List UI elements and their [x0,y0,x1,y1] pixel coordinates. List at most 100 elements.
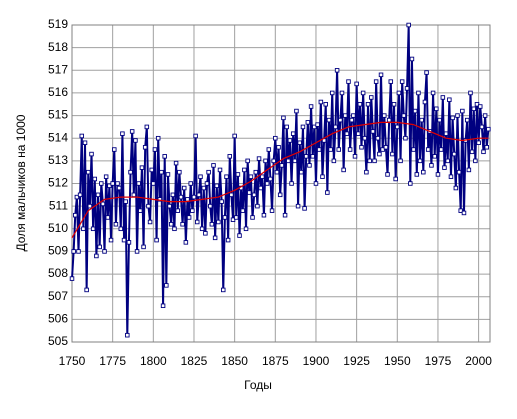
marker [391,101,397,107]
marker [370,129,376,134]
x-tick-label: 1825 [181,354,208,368]
marker [362,135,368,141]
marker [344,131,350,136]
marker [84,287,89,293]
marker [302,206,307,211]
marker [121,237,127,243]
marker [479,124,485,130]
marker [424,70,429,75]
marker [398,158,403,164]
marker [421,169,426,175]
marker [334,68,340,73]
marker [404,86,410,91]
marker [297,140,302,145]
marker [155,135,161,141]
marker [338,117,343,123]
x-tick-label: 2000 [465,354,492,368]
marker [289,181,294,186]
x-tick-label: 1975 [425,354,452,368]
marker [261,212,267,218]
marker [110,181,115,186]
marker [395,124,400,130]
marker [162,154,167,159]
marker [458,208,463,213]
marker [409,56,415,62]
marker [406,22,411,28]
marker [154,237,159,243]
marker [125,332,130,338]
marker [419,117,424,123]
marker [250,215,255,220]
marker [422,99,428,105]
marker [79,133,85,139]
x-axis-label: Годы [244,378,272,392]
marker [399,79,405,84]
marker [90,226,96,232]
marker [165,172,171,177]
marker [305,120,311,125]
marker [328,147,333,152]
marker [147,219,153,225]
marker [92,176,98,182]
marker [251,192,257,198]
marker [245,158,250,164]
marker [312,124,317,130]
marker [126,240,132,245]
y-tick-label: 507 [48,289,68,303]
marker [186,215,192,220]
marker [308,104,314,109]
y-axis-label: Доля мальчиков на 1000 [14,114,28,251]
marker [437,117,442,123]
marker [266,147,272,152]
marker [177,169,182,175]
marker [271,158,276,164]
marker [69,276,75,281]
marker [408,181,413,186]
marker [435,172,441,177]
marker [281,115,286,121]
marker [274,169,280,175]
marker [414,172,420,177]
marker [222,215,228,220]
marker [380,147,385,152]
marker [294,108,299,114]
marker [373,79,379,84]
marker [173,160,179,166]
marker [364,169,369,175]
marker [144,124,150,130]
marker [290,131,296,136]
marker [401,113,407,118]
marker [157,197,163,202]
marker [141,244,146,250]
marker [388,79,394,84]
marker [486,126,491,132]
marker [403,135,408,141]
marker [464,117,470,123]
marker [277,192,283,198]
marker [284,124,289,130]
marker [103,174,109,179]
marker [133,138,138,143]
marker [341,167,346,173]
marker [207,203,213,209]
marker [329,90,335,96]
marker [206,169,211,175]
marker [466,167,472,173]
marker [315,122,320,127]
marker [447,97,452,102]
marker [385,172,390,177]
marker [175,208,180,213]
marker [482,113,488,118]
marker [142,145,148,150]
marker [247,190,252,195]
marker [432,154,437,159]
marker [194,219,200,225]
marker [453,185,459,191]
marker [460,108,465,114]
marker [276,145,281,150]
marker [198,174,203,179]
marker [476,140,481,145]
y-tick-label: 505 [48,334,68,348]
marker [73,212,78,218]
marker [116,185,122,191]
